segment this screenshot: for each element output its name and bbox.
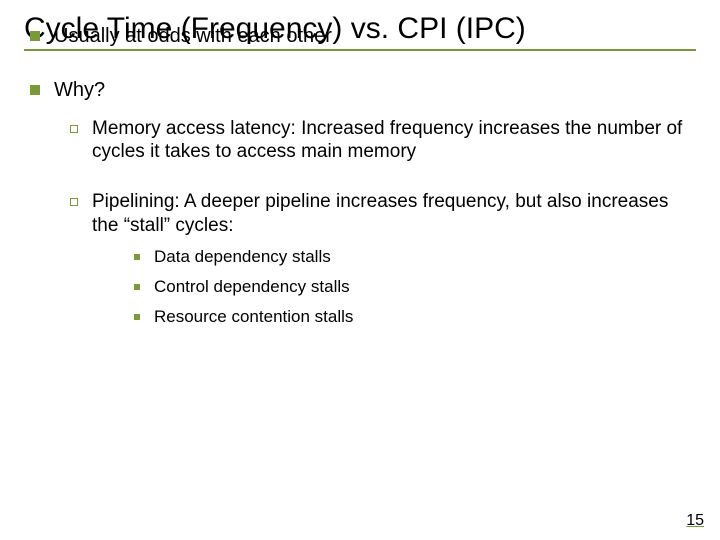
- bullet-text: Control dependency stalls: [154, 276, 350, 298]
- bullet-text: Memory access latency: Increased frequen…: [92, 117, 696, 165]
- sub-list: Memory access latency: Increased frequen…: [70, 117, 696, 336]
- bullet-text: Why?: [54, 77, 105, 103]
- bullet-level3: Control dependency stalls: [134, 276, 696, 298]
- hollow-square-bullet-icon: [70, 198, 78, 206]
- bullet-level1: Why?: [30, 77, 696, 103]
- bullet-level2: Memory access latency: Increased frequen…: [70, 117, 696, 165]
- hollow-square-bullet-icon: [70, 125, 78, 133]
- bullet-text: Pipelining: A deeper pipeline increases …: [92, 190, 696, 238]
- square-bullet-icon: [30, 31, 40, 41]
- sub-sub-list: Data dependency stalls Control dependenc…: [134, 246, 696, 328]
- bullet-text: Data dependency stalls: [154, 246, 331, 268]
- square-bullet-icon: [134, 314, 140, 320]
- page-number: 15: [686, 512, 704, 530]
- square-bullet-icon: [134, 284, 140, 290]
- bullet-level3: Resource contention stalls: [134, 306, 696, 328]
- bullet-text: Resource contention stalls: [154, 306, 353, 328]
- bullet-text: Usually at odds with each other: [54, 23, 332, 49]
- square-bullet-icon: [30, 85, 40, 95]
- bullet-level3: Data dependency stalls: [134, 246, 696, 268]
- slide-content: Usually at odds with each other Why? Mem…: [24, 23, 696, 336]
- bullet-level2: Pipelining: A deeper pipeline increases …: [70, 190, 696, 336]
- slide: Cycle Time (Frequency) vs. CPI (IPC) Usu…: [0, 0, 720, 540]
- square-bullet-icon: [134, 254, 140, 260]
